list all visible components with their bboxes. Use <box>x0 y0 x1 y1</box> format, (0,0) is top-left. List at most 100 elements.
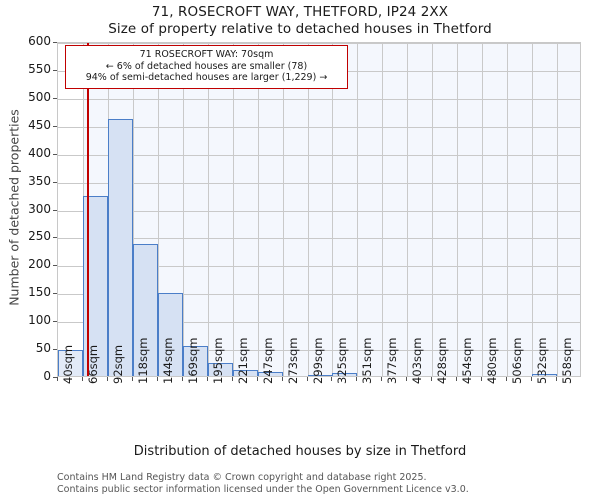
bar <box>257 372 283 376</box>
annotation-line-1: 71 ROSECROFT WAY: 70sqm <box>139 49 274 60</box>
y-tick-label: 500 <box>28 89 51 104</box>
y-tick-mark <box>53 97 57 99</box>
gridline-horizontal <box>58 210 580 212</box>
y-tick-mark <box>53 153 57 155</box>
x-tick-mark <box>181 377 183 381</box>
gridline-vertical <box>182 43 184 376</box>
bar-series <box>58 43 580 376</box>
gridline-horizontal <box>58 126 580 128</box>
gridline-vertical <box>307 43 309 376</box>
chart-title: 71, ROSECROFT WAY, THETFORD, IP24 2XX <box>151 4 449 20</box>
gridline-horizontal <box>58 43 580 44</box>
gridline-vertical <box>507 43 509 376</box>
y-tick-mark <box>53 237 57 239</box>
gridline-vertical <box>357 43 359 376</box>
y-tick-label: 250 <box>28 229 51 244</box>
y-tick-mark <box>53 265 57 267</box>
bar <box>107 119 133 376</box>
x-tick-mark <box>231 377 233 381</box>
x-tick-label: 428sqm <box>435 337 450 384</box>
x-tick-mark <box>206 377 208 381</box>
x-tick-mark <box>481 377 483 381</box>
gridline-horizontal <box>58 98 580 100</box>
bar <box>307 374 333 376</box>
x-tick-label: 454sqm <box>460 337 475 384</box>
x-tick-mark <box>406 377 408 381</box>
bar <box>157 292 183 376</box>
x-tick-mark <box>506 377 508 381</box>
x-tick-label: 92sqm <box>110 344 125 384</box>
y-tick-label: 0 <box>43 369 51 383</box>
x-tick-label: 325sqm <box>335 337 350 384</box>
x-tick-label: 118sqm <box>135 337 150 384</box>
y-tick-label: 50 <box>35 341 51 356</box>
gridline-vertical <box>207 43 209 376</box>
gridline-vertical <box>282 43 284 376</box>
footer-attribution: Contains HM Land Registry data © Crown c… <box>57 472 587 495</box>
x-tick-label: 506sqm <box>510 337 525 384</box>
x-tick-label: 169sqm <box>185 337 200 384</box>
y-tick-label: 550 <box>28 61 51 76</box>
property-marker-line <box>86 43 89 376</box>
chart-subtitle: Size of property relative to detached ho… <box>108 21 492 37</box>
x-tick-mark <box>381 377 383 381</box>
gridline-vertical <box>332 43 334 376</box>
gridline-horizontal <box>58 266 580 268</box>
y-tick-mark <box>53 209 57 211</box>
gridline-vertical <box>232 43 234 376</box>
x-tick-label: 351sqm <box>360 337 375 384</box>
y-tick-label: 350 <box>28 173 51 188</box>
gridline-horizontal <box>58 350 580 352</box>
bar <box>182 346 208 376</box>
x-tick-mark <box>431 377 433 381</box>
gridline-vertical <box>457 43 459 376</box>
x-tick-label: 221sqm <box>235 337 250 384</box>
gridline-vertical <box>482 43 484 376</box>
y-tick-mark <box>53 293 57 295</box>
plot-left-white-region <box>58 43 83 376</box>
x-tick-mark <box>156 377 158 381</box>
y-tick-label: 200 <box>28 257 51 272</box>
y-tick-label: 400 <box>28 145 51 160</box>
x-tick-mark <box>531 377 533 381</box>
y-tick-mark <box>53 181 57 183</box>
x-tick-label: 299sqm <box>310 337 325 384</box>
bar <box>207 362 233 376</box>
x-tick-label: 273sqm <box>285 337 300 384</box>
y-tick-mark <box>53 349 57 351</box>
gridline-vertical <box>382 43 384 376</box>
x-tick-label: 144sqm <box>160 337 175 384</box>
y-tick-mark <box>53 69 57 71</box>
x-tick-mark <box>356 377 358 381</box>
x-tick-mark <box>306 377 308 381</box>
gridline-vertical <box>257 43 259 376</box>
x-axis-title: Distribution of detached houses by size … <box>133 444 467 459</box>
x-tick-mark <box>256 377 258 381</box>
y-tick-label: 150 <box>28 285 51 300</box>
x-tick-label: 480sqm <box>485 337 500 384</box>
gridline-vertical <box>432 43 434 376</box>
gridline-vertical <box>532 43 534 376</box>
gridline-horizontal <box>58 294 580 296</box>
x-tick-mark <box>281 377 283 381</box>
gridline-vertical <box>557 43 559 376</box>
x-tick-mark <box>331 377 333 381</box>
gridline-horizontal <box>58 182 580 184</box>
x-tick-mark <box>456 377 458 381</box>
bar <box>132 243 158 376</box>
y-tick-label: 300 <box>28 201 51 216</box>
footer-line-2: Contains public sector information licen… <box>57 483 469 495</box>
gridline-horizontal <box>58 238 580 240</box>
plot-area <box>57 42 581 377</box>
annotation-line-3: 94% of semi-detached houses are larger (… <box>85 72 328 83</box>
x-tick-label: 247sqm <box>260 337 275 384</box>
property-annotation-box: 71 ROSECROFT WAY: 70sqm ← 6% of detached… <box>65 45 348 89</box>
y-tick-label: 450 <box>28 117 51 132</box>
bar <box>58 349 83 376</box>
x-tick-mark <box>556 377 558 381</box>
y-tick-mark <box>53 377 57 378</box>
gridline-vertical <box>132 43 134 376</box>
x-tick-label: 532sqm <box>535 337 550 384</box>
